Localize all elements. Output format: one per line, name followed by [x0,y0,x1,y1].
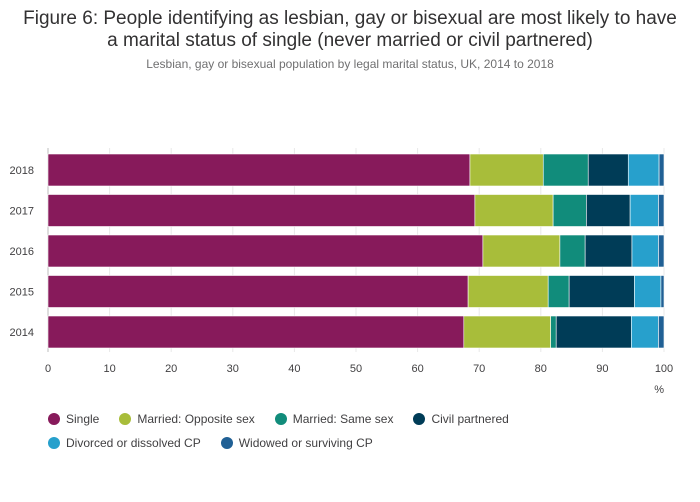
legend-swatch-icon [119,413,132,425]
bar-segment[interactable] [631,234,659,268]
legend-label: Divorced or dissolved CP [66,436,201,450]
bar-segment[interactable] [629,194,659,227]
bar-segment[interactable] [47,315,465,349]
legend-item[interactable]: Married: Same sex [274,412,394,426]
x-tick-label: 100 [655,363,673,375]
x-tick-label: 90 [596,363,608,375]
x-tick-label: 70 [473,363,485,375]
bar-segment[interactable] [552,194,587,227]
legend-swatch-icon [413,413,426,425]
chart-subtitle: Lesbian, gay or bisexual population by l… [146,57,554,71]
bar-segment[interactable] [658,194,665,227]
bar-segment[interactable] [47,153,471,187]
legend-label: Married: Opposite sex [137,412,255,426]
bar-segment[interactable] [586,194,631,227]
x-tick-label: 0 [45,363,51,375]
legend-swatch-icon [220,437,233,449]
bar-segment[interactable] [542,153,589,187]
y-tick-label: 2016 [10,246,34,258]
stacked-bar-chart: 2018 2017 2016 2015 2014 0 10 20 30 40 50 60 70 80 90… [10,148,673,396]
legend-label: Civil partnered [431,412,509,426]
legend-item[interactable]: Single [48,412,99,426]
bar-segment[interactable] [555,315,632,349]
x-tick-label: 20 [165,363,177,375]
legend-item[interactable]: Widowed or surviving CP [220,436,373,450]
y-tick-label: 2015 [10,287,34,299]
bar-segment[interactable] [658,234,665,268]
bar-segment[interactable] [467,275,549,308]
x-tick-label: 60 [411,363,423,375]
legend-item[interactable]: Divorced or dissolved CP [48,436,201,450]
x-axis-label: % [654,384,664,396]
legend-swatch-icon [48,437,60,449]
bar-segment[interactable] [469,153,544,187]
legend-swatch-icon [48,413,60,425]
bar-segment[interactable] [658,153,665,187]
bar-segment[interactable] [627,153,660,187]
x-tick-label: 80 [535,363,547,375]
bar-segment[interactable] [550,315,557,349]
x-tick-label: 40 [288,363,300,375]
bar-segment[interactable] [47,194,476,227]
legend-label: Widowed or surviving CP [238,436,373,450]
bar-segment[interactable] [463,315,551,349]
y-tick-label: 2017 [10,206,34,218]
bar-segment[interactable] [47,234,484,268]
legend: Single Married: Opposite sex Married: Same… [48,407,688,455]
bar-segment[interactable] [631,315,659,349]
bar-segment[interactable] [47,275,469,308]
x-tick-label: 50 [350,363,362,375]
bar-segment[interactable] [568,275,635,308]
legend-item[interactable]: Married: Opposite sex [119,412,255,426]
x-tick-label: 10 [103,363,115,375]
bar-segment[interactable] [482,234,561,268]
bar-segment[interactable] [587,153,629,187]
bar-segment[interactable] [474,194,554,227]
bar-segment[interactable] [559,234,586,268]
legend-swatch-icon [274,413,287,425]
bar-segment[interactable] [660,275,665,308]
bar-segment[interactable] [634,275,662,308]
bar-segment[interactable] [547,275,570,308]
chart-title: Figure 6: People identifying as lesbian,… [23,8,677,51]
bar-segment[interactable] [584,234,633,268]
legend-item[interactable]: Civil partnered [413,412,509,426]
y-tick-label: 2018 [10,165,34,177]
y-tick-label: 2014 [10,327,34,339]
x-tick-label: 30 [227,363,239,375]
bar-segment[interactable] [658,315,665,349]
legend-label: Married: Same sex [292,412,394,426]
legend-label: Single [66,412,100,426]
